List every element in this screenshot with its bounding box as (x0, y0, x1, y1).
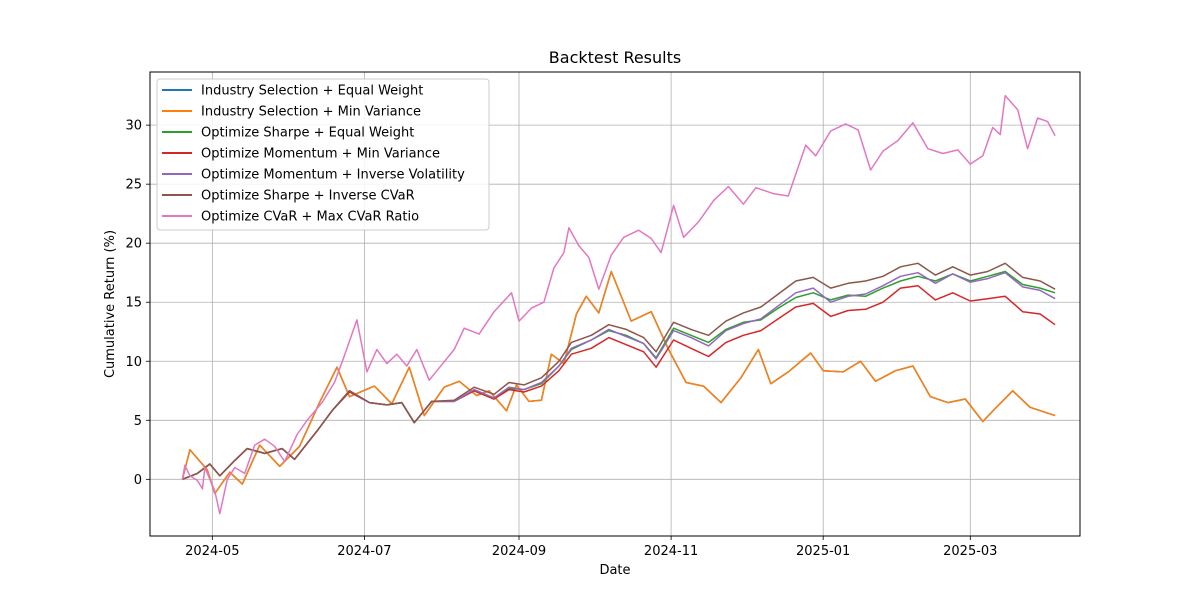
series-layer (181, 94, 1056, 515)
plot-frame (149, 71, 1081, 537)
legend-label: Optimize Momentum + Inverse Volatility (201, 168, 465, 183)
y-tick-label: 15 (125, 296, 142, 311)
legend-label: Optimize Momentum + Min Variance (201, 147, 440, 162)
y-tick-label: 25 (125, 178, 142, 193)
x-tick-label: 2024-11 (644, 544, 698, 559)
series-line-7 (181, 94, 1056, 515)
y-tick-label: 30 (125, 119, 142, 134)
series-line-6 (182, 262, 1056, 480)
legend-box (156, 78, 490, 231)
x-axis-label: Date (599, 563, 630, 578)
x-tick-label: 2024-09 (492, 544, 546, 559)
x-tick-label: 2024-07 (337, 544, 391, 559)
y-tick-label: 0 (134, 473, 142, 488)
grid-layer (150, 72, 1080, 536)
x-tick-label: 2024-05 (185, 544, 239, 559)
x-tick-label: 2025-01 (796, 544, 850, 559)
legend: Industry Selection + Equal Weight Industr… (156, 78, 490, 231)
legend-label: Optimize CVaR + Max CVaR Ratio (201, 210, 419, 225)
legend-label: Industry Selection + Min Variance (201, 105, 421, 120)
tick-layer: 2024-05 2024-07 2024-09 2024-11 2025-01 2025-… (125, 119, 997, 559)
legend-label: Optimize Sharpe + Inverse CVaR (201, 189, 415, 204)
chart-title: Backtest Results (549, 48, 681, 67)
y-axis-label: Cumulative Return (%) (103, 230, 118, 378)
legend-label: Industry Selection + Equal Weight (201, 84, 423, 99)
y-tick-label: 20 (125, 237, 142, 252)
series-line-2 (181, 270, 1056, 495)
x-tick-label: 2025-03 (943, 544, 997, 559)
y-tick-label: 10 (125, 355, 142, 370)
y-tick-label: 5 (134, 414, 142, 429)
legend-label: Optimize Sharpe + Equal Weight (201, 126, 414, 141)
